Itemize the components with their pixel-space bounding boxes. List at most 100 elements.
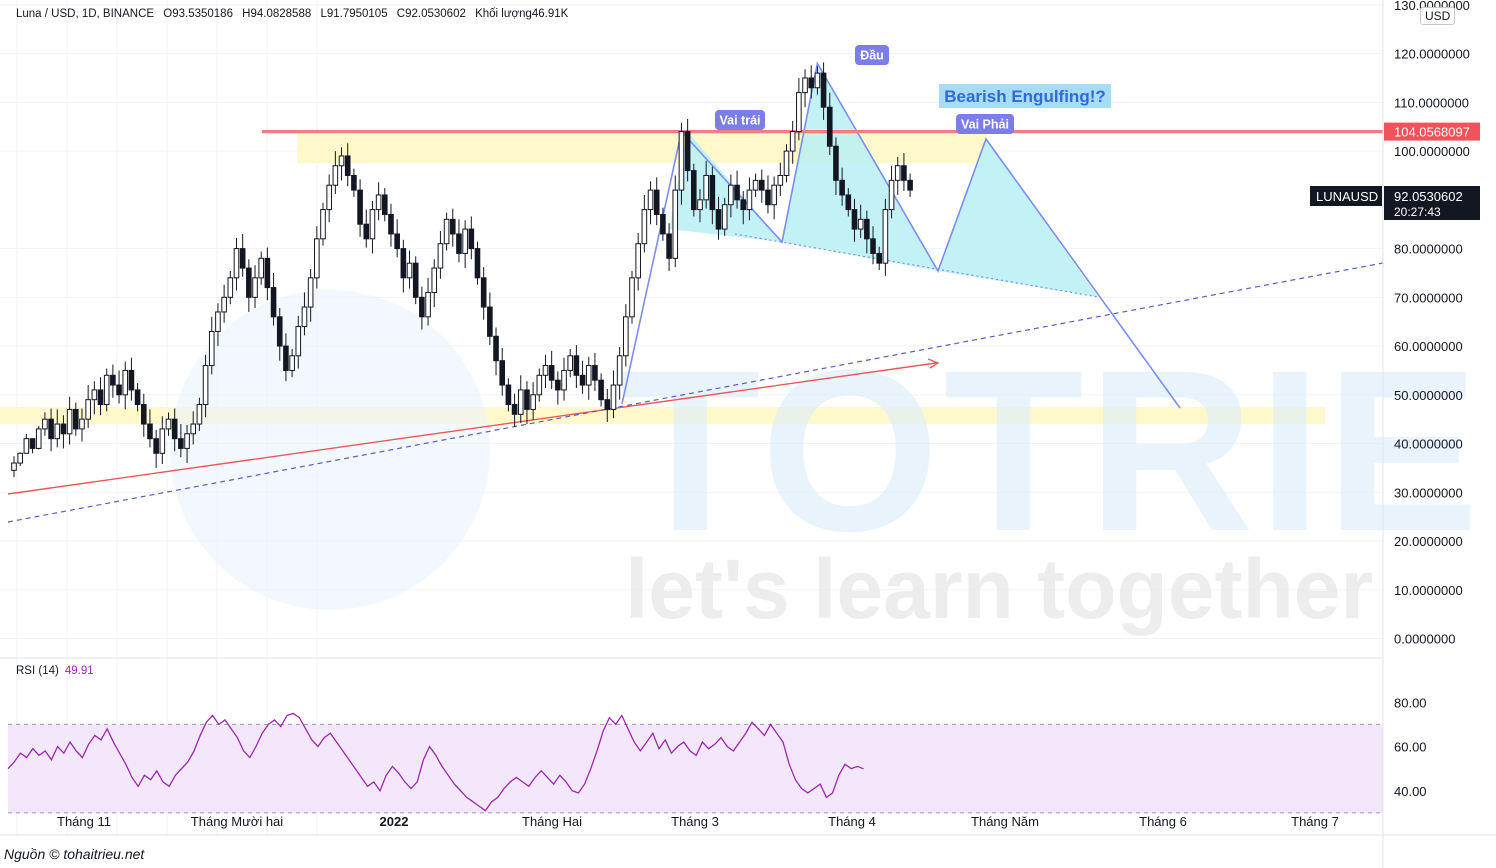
candle-body	[134, 389, 141, 406]
candle-body	[499, 360, 506, 386]
candle	[728, 174, 734, 218]
candle-body	[542, 365, 549, 376]
candle-body	[35, 428, 42, 449]
candle-body	[585, 365, 592, 386]
candle-body	[54, 423, 61, 440]
candle-body	[505, 384, 512, 406]
candle	[709, 166, 716, 225]
candle	[54, 409, 61, 448]
candle	[17, 452, 23, 466]
candle-body	[561, 369, 567, 391]
time-tick-label: Tháng 4	[828, 814, 876, 829]
ohlc-close: C92.0530602	[396, 8, 466, 20]
candle	[536, 368, 543, 402]
candle	[449, 208, 456, 247]
candle-body	[66, 408, 73, 435]
candle	[394, 219, 400, 258]
candle	[629, 270, 635, 324]
candle-body	[635, 243, 641, 279]
candle	[548, 350, 555, 389]
candle	[270, 272, 277, 326]
candle-body	[42, 418, 48, 430]
candle	[357, 179, 363, 237]
candle-body	[765, 189, 771, 206]
candle	[128, 357, 135, 401]
candle	[826, 92, 833, 155]
candle	[103, 368, 110, 412]
label-bg	[939, 84, 1111, 108]
candle	[66, 396, 73, 445]
candle-body	[796, 92, 802, 133]
candle-body	[641, 209, 648, 245]
rsi-band	[8, 724, 1383, 813]
trend-line	[7, 362, 937, 495]
candle-body	[443, 218, 450, 245]
rsi-tick-label: 60.00	[1394, 740, 1427, 755]
candle-body	[314, 238, 320, 279]
candle-body	[530, 394, 536, 410]
candle	[301, 292, 308, 336]
volume-readout: Khối lượng46.91K	[475, 8, 569, 20]
candle	[802, 69, 808, 108]
candle-body	[573, 355, 580, 376]
candle	[443, 212, 450, 251]
candle	[338, 147, 345, 181]
candle	[517, 375, 524, 424]
candle	[635, 232, 641, 291]
candle	[882, 198, 889, 276]
candle	[252, 265, 258, 309]
candle-body	[289, 355, 295, 371]
price-tick-label: 80.0000000	[1394, 242, 1463, 257]
candle	[178, 424, 184, 458]
candle-body	[79, 418, 85, 430]
currency-selector[interactable]: USD	[1420, 7, 1456, 25]
candle-body	[758, 179, 765, 191]
candle	[79, 408, 85, 442]
candle	[857, 204, 864, 238]
candle	[295, 315, 302, 369]
price-tick-label: 10.0000000	[1394, 583, 1463, 598]
candle-body	[709, 174, 716, 211]
countdown-timer: 20:27:43	[1394, 205, 1441, 219]
watermark-logo-circle	[170, 290, 490, 610]
candle-body	[394, 233, 400, 250]
candle-body	[876, 252, 883, 264]
price-badge-bg	[1384, 186, 1480, 220]
label-text: Bearish Engulfing!?	[944, 87, 1106, 106]
candle-body	[623, 316, 629, 357]
candle	[134, 383, 141, 412]
candle	[771, 176, 777, 220]
label-text: Vai Phải	[961, 118, 1009, 132]
candle-body	[11, 462, 17, 471]
candle-body	[239, 248, 246, 269]
candle	[789, 120, 796, 164]
candle	[876, 246, 883, 271]
candle-body	[666, 233, 672, 259]
candle-body	[555, 379, 561, 391]
candle	[159, 416, 166, 465]
candle-body	[789, 131, 796, 152]
candle-body	[864, 218, 870, 240]
candle	[431, 259, 438, 308]
candle-body	[647, 189, 654, 211]
candle-body	[697, 199, 703, 211]
candle-body	[110, 374, 116, 386]
rsi-panel	[0, 657, 1383, 814]
candle-body	[363, 223, 370, 240]
candle-body	[548, 365, 555, 381]
candle-body	[425, 291, 431, 318]
candle-body	[178, 438, 184, 449]
candle	[140, 393, 147, 437]
candle	[851, 198, 858, 242]
candle	[412, 256, 419, 305]
candle	[555, 371, 561, 405]
candle-body	[684, 131, 691, 172]
candle	[746, 177, 753, 221]
candle	[406, 250, 413, 289]
candle-body	[97, 389, 104, 406]
candle	[641, 194, 648, 253]
candle-body	[227, 277, 234, 298]
time-tick-label: Tháng 6	[1139, 814, 1187, 829]
candle	[375, 182, 382, 221]
